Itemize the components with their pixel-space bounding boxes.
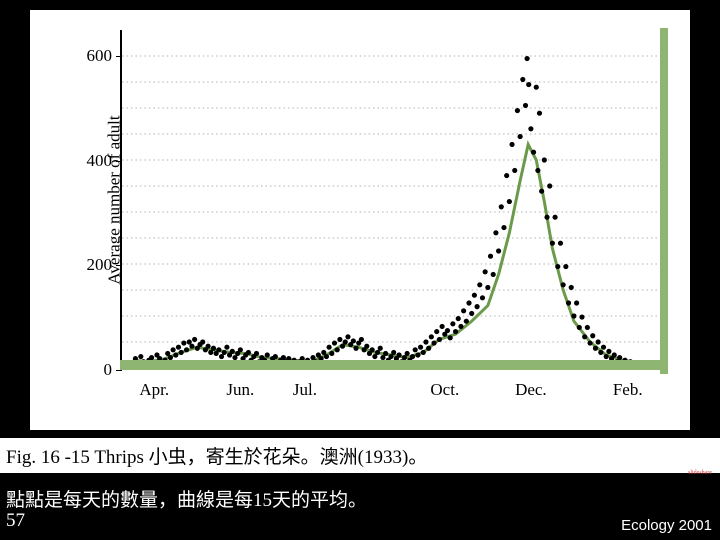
- ytick-label: 400: [87, 151, 113, 171]
- figure-subcaption: 點點是每天的數量，曲線是每15天的平均。: [6, 485, 367, 512]
- ytick-label: 0: [104, 360, 113, 380]
- xtick-label: Feb.: [613, 380, 643, 400]
- slide-number: 57: [6, 510, 25, 532]
- xtick-label: Dec.: [515, 380, 547, 400]
- watermark: slideshare: [688, 470, 712, 476]
- right-accent-bar: [660, 28, 668, 374]
- xtick-label: Apr.: [139, 380, 169, 400]
- footer-citation: Ecology 2001: [621, 517, 712, 534]
- chart-panel: Average number of adult thrips per rose …: [30, 10, 690, 430]
- x-axis-accent: [120, 360, 664, 370]
- plot-area: 0200400600 Apr.Jun.Jul.Oct.Dec.Feb.: [120, 30, 660, 370]
- figure-caption: Fig. 16 -15 Thrips 小虫，寄生於花朵。澳洲(1933)。: [0, 438, 720, 473]
- ytick-label: 600: [87, 46, 113, 66]
- ytick-label: 200: [87, 255, 113, 275]
- chart-svg: [122, 30, 660, 368]
- xtick-label: Jul.: [293, 380, 317, 400]
- xtick-label: Jun.: [226, 380, 254, 400]
- xtick-label: Oct.: [430, 380, 459, 400]
